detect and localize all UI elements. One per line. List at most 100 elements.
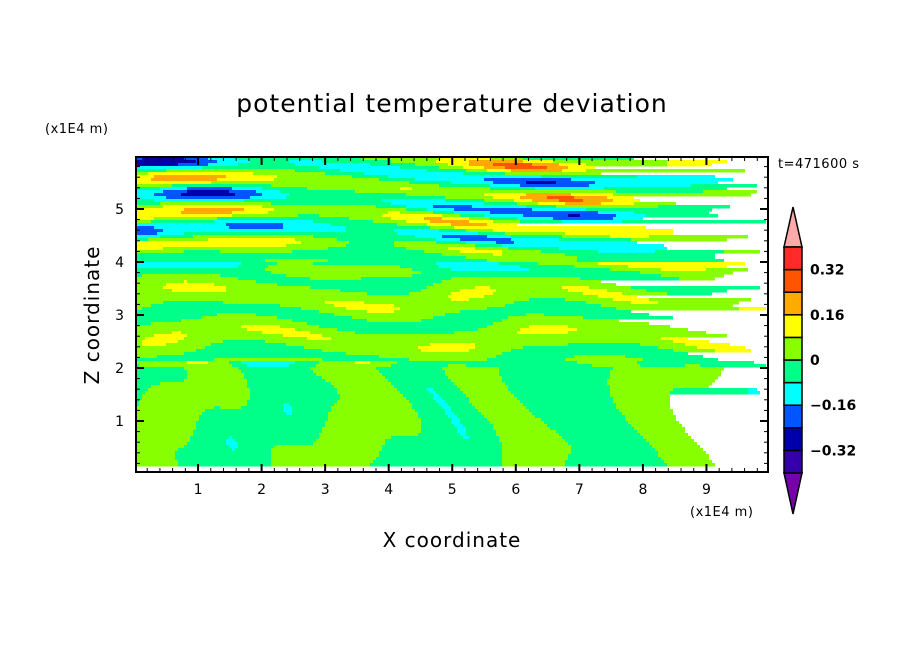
contour-cell xyxy=(385,442,502,446)
contour-cell xyxy=(187,373,244,377)
contour-cell xyxy=(616,214,646,218)
contour-cell xyxy=(136,271,271,275)
contour-cell xyxy=(478,409,529,413)
contour-cell xyxy=(394,244,475,248)
contour-cell xyxy=(463,172,505,176)
contour-cell xyxy=(214,220,313,224)
contour-cell xyxy=(568,457,661,461)
contour-cell xyxy=(454,211,490,215)
contour-cell xyxy=(664,460,712,464)
contour-cell xyxy=(178,448,232,452)
contour-cell xyxy=(637,175,715,179)
contour-cell xyxy=(556,205,658,209)
contour-cell xyxy=(523,403,616,407)
contour-cell xyxy=(436,391,463,395)
contour-cell xyxy=(466,433,496,437)
contour-cell xyxy=(469,163,493,167)
contour-cell xyxy=(457,427,466,431)
contour-cell xyxy=(136,313,217,317)
contour-cell xyxy=(529,268,610,272)
contour-cell xyxy=(448,376,502,380)
contour-cell xyxy=(136,166,202,170)
contour-cell xyxy=(223,301,325,305)
contour-cell xyxy=(418,415,448,419)
contour-cell xyxy=(442,367,499,371)
contour-cell xyxy=(319,436,391,440)
contour-cell xyxy=(478,328,520,332)
contour-cell xyxy=(313,442,385,446)
contour-cell xyxy=(250,397,340,401)
contour-cell xyxy=(175,451,271,455)
contour-cell xyxy=(361,277,451,281)
contour-cell xyxy=(592,364,640,368)
x-tick-label: 3 xyxy=(321,482,330,498)
contour-cell xyxy=(637,361,754,365)
contour-cell xyxy=(514,301,586,305)
contour-cell xyxy=(136,202,160,206)
contour-cell xyxy=(193,235,313,239)
contour-cell xyxy=(451,421,460,425)
contour-cell xyxy=(310,331,355,335)
contour-cell xyxy=(271,202,391,206)
contour-cell xyxy=(496,430,556,434)
contour-cell xyxy=(610,373,721,377)
contour-cell xyxy=(376,457,502,461)
contour-cell xyxy=(466,229,493,233)
contour-cell xyxy=(613,397,670,401)
contour-cell xyxy=(244,373,316,377)
contour-cell xyxy=(310,286,427,290)
contour-cell xyxy=(229,226,283,230)
contour-cell xyxy=(610,376,718,380)
contour-cell xyxy=(307,187,400,191)
contour-cell xyxy=(325,424,421,428)
contour-cell xyxy=(418,412,445,416)
contour-cell xyxy=(520,220,562,224)
contour-cell xyxy=(253,172,325,176)
contour-cell xyxy=(427,208,454,212)
contour-cell xyxy=(262,331,310,335)
contour-cell xyxy=(136,229,163,233)
contour-cell xyxy=(502,253,565,257)
contour-cell xyxy=(286,196,445,200)
contour-cell xyxy=(466,430,496,434)
contour-cell xyxy=(571,193,613,197)
contour-cell xyxy=(439,166,463,170)
contour-cell xyxy=(502,463,565,467)
contour-cell xyxy=(184,352,346,356)
colorbar-swatch xyxy=(783,449,803,474)
contour-cell xyxy=(508,385,610,389)
colorbar-swatch xyxy=(783,381,803,406)
y-tick-label: 1 xyxy=(115,414,124,430)
contour-cell xyxy=(607,196,634,200)
contour-cell xyxy=(547,424,631,428)
contour-cell xyxy=(475,247,508,251)
contour-cell xyxy=(301,241,349,245)
contour-cell xyxy=(367,319,421,323)
contour-cell xyxy=(316,364,391,368)
contour-cell xyxy=(574,196,607,200)
contour-cell xyxy=(232,436,319,440)
contour-cell xyxy=(490,187,535,191)
contour-cell xyxy=(568,325,670,329)
contour-cell xyxy=(448,163,469,167)
contour-cell xyxy=(226,223,283,227)
contour-cell xyxy=(262,205,376,209)
contour-cell xyxy=(532,208,586,212)
contour-cell xyxy=(634,202,676,206)
contour-cell xyxy=(586,208,712,212)
contour-cell xyxy=(238,442,313,446)
contour-cell xyxy=(226,439,235,443)
contour-cell xyxy=(460,214,484,218)
contour-cell xyxy=(583,316,673,320)
contour-cell xyxy=(247,379,325,383)
contour-cell xyxy=(277,262,313,266)
contour-cell xyxy=(184,367,238,371)
contour-cell xyxy=(256,280,442,284)
contour-cell xyxy=(283,406,292,410)
contour-cell xyxy=(646,439,694,443)
contour-cell xyxy=(514,394,610,398)
contour-cell xyxy=(187,442,226,446)
contour-cell xyxy=(136,193,154,197)
contour-cell xyxy=(136,400,139,404)
contour-cell xyxy=(625,355,703,359)
